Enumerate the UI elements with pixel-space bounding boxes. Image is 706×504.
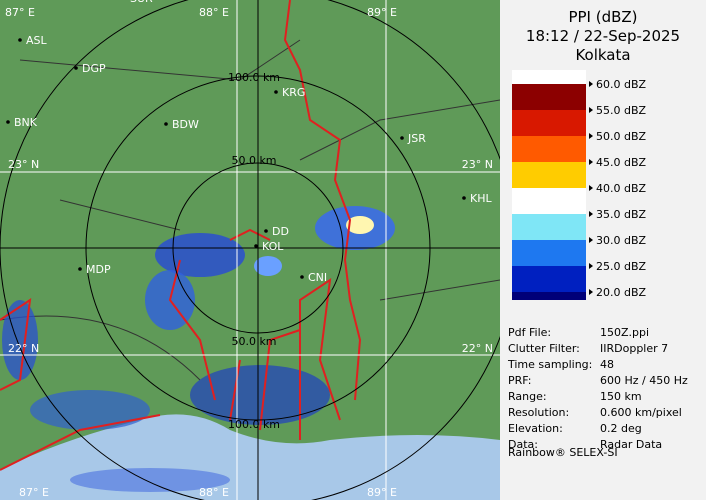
info-key: Range: (508, 390, 547, 403)
legend-label: 45.0 dBZ (596, 156, 647, 169)
info-key: Resolution: (508, 406, 569, 419)
echo (70, 468, 230, 492)
info-value: 150 km (600, 390, 642, 403)
place-dot (18, 38, 22, 42)
map: 87° E 88° E 89° E 23° N 22° N 23° N 22° … (0, 0, 500, 500)
info-key: PRF: (508, 374, 531, 387)
place-dot (254, 244, 258, 248)
info-key: Time sampling: (507, 358, 592, 371)
place-dot (274, 90, 278, 94)
place-label: BDW (172, 118, 199, 131)
range-label: 50.0 km (231, 335, 276, 348)
legend-label: 60.0 dBZ (596, 78, 647, 91)
legend-pointer (589, 237, 593, 243)
place-label: SUR (130, 0, 153, 5)
legend-label: 50.0 dBZ (596, 130, 647, 143)
place-label: KOL (262, 240, 284, 253)
place-dot (78, 267, 82, 271)
place-dot (164, 122, 168, 126)
place-label: CNI (308, 271, 327, 284)
info-key: Clutter Filter: (508, 342, 580, 355)
range-label: 100.0 km (228, 418, 280, 431)
info-value: Radar Data (600, 438, 662, 451)
legend-label: 35.0 dBZ (596, 208, 647, 221)
grid-label: 88° E (199, 6, 229, 19)
info-value: IIRDoppler 7 (600, 342, 668, 355)
grid-label: 22° N (462, 342, 493, 355)
legend-pointer (589, 159, 593, 165)
place-dot (74, 66, 78, 70)
legend-pointer (589, 81, 593, 87)
info-value: 0.600 km/pixel (600, 406, 682, 419)
echo (2, 300, 38, 380)
place-label: ASL (26, 34, 48, 47)
place-label: JSR (407, 132, 426, 145)
panel-title: PPI (dBZ) (568, 8, 637, 26)
echo (254, 256, 282, 276)
legend-label: 20.0 dBZ (596, 286, 647, 299)
legend-band (512, 162, 586, 188)
place-dot (264, 229, 268, 233)
district-borders (0, 39, 500, 381)
place-dot (300, 275, 304, 279)
grid-label: 89° E (367, 486, 397, 499)
legend-band (512, 266, 586, 292)
legend-label: 25.0 dBZ (596, 260, 647, 273)
legend-label: 30.0 dBZ (596, 234, 647, 247)
legend-band (512, 188, 586, 214)
grid-label: 87° E (5, 6, 35, 19)
info-key: Pdf File: (508, 326, 551, 339)
place-dot (462, 196, 466, 200)
grid-label: 89° E (367, 6, 397, 19)
legend-band (512, 84, 586, 110)
place-label: MDP (86, 263, 111, 276)
legend-label: 40.0 dBZ (596, 182, 647, 195)
legend-pointer (589, 107, 593, 113)
place-label: KHL (470, 192, 492, 205)
panel-location: Kolkata (575, 46, 630, 64)
place-label: DGP (82, 62, 106, 75)
info-value: 48 (600, 358, 614, 371)
legend-band (512, 214, 586, 240)
legend-pointer (589, 263, 593, 269)
legend-band (512, 292, 586, 300)
info-key: Data: (508, 438, 538, 451)
place-label: DD (272, 225, 289, 238)
grid-label: 87° E (19, 486, 49, 499)
grid-label: 23° N (8, 158, 39, 171)
grid-label: 23° N (462, 158, 493, 171)
info-value: 0.2 deg (600, 422, 642, 435)
legend-band (512, 136, 586, 162)
footer: Rainbow® SELEX-SI (508, 446, 618, 459)
range-label: 100.0 km (228, 71, 280, 84)
border-rivers (0, 0, 362, 471)
legend-pointer (589, 185, 593, 191)
legend-pointer (589, 211, 593, 217)
place-dot (6, 120, 10, 124)
legend-band (512, 240, 586, 266)
place-label: BNK (14, 116, 38, 129)
info-key: Elevation: (508, 422, 563, 435)
place-label: KRG (282, 86, 305, 99)
panel-time: 18:12 / 22-Sep-2025 (526, 27, 680, 45)
legend-top (512, 70, 586, 84)
echo (190, 365, 330, 425)
echo-core (346, 216, 374, 234)
legend-band (512, 110, 586, 136)
range-label: 50.0 km (231, 154, 276, 167)
echo (30, 390, 150, 430)
place-dot (400, 136, 404, 140)
legend-label: 55.0 dBZ (596, 104, 647, 117)
grid-label: 88° E (199, 486, 229, 499)
info-value: 600 Hz / 450 Hz (600, 374, 688, 387)
legend-pointer (589, 133, 593, 139)
grid-label: 22° N (8, 342, 39, 355)
info-value: 150Z.ppi (600, 326, 649, 339)
legend-pointer (589, 289, 593, 295)
